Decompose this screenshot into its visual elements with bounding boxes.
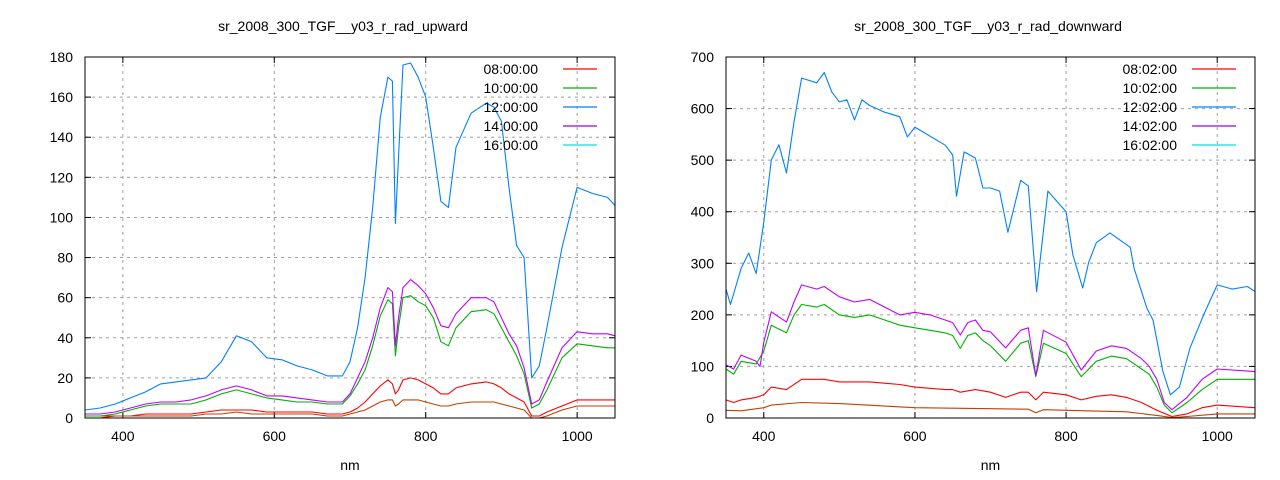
legend-label: 08:00:00 [484,61,539,77]
series-line-08-02-00 [725,378,1256,418]
y-tick-label: 600 [691,101,715,117]
series-line-10-00-00 [85,295,615,417]
legend-label: 16:00:00 [484,137,539,153]
y-tick-label: 100 [691,358,715,374]
y-tick-label: 20 [57,370,73,386]
y-tick-label: 0 [65,410,73,426]
legend-label: 10:02:00 [1123,80,1178,96]
series-line-14-02-00 [725,284,1256,411]
x-axis-label: nm [340,457,359,473]
y-tick-label: 400 [691,204,715,220]
chart-title: sr_2008_300_TGF__y03_r_rad_downward [854,18,1122,34]
y-tick-label: 120 [50,169,74,185]
legend-label: 10:00:00 [484,80,539,96]
x-tick-label: 400 [752,428,776,444]
downward-radiance-chart: 400 600 800 1000 0 100 200 300 400 500 600 700 08:02… [691,18,1256,473]
upward-radiance-chart: 400 600 800 1000 0 20 40 60 80 100 120 140 160 180 08:… [50,18,616,473]
x-tick-label: 1000 [562,428,593,444]
series-line-08-00-00 [85,377,615,417]
x-tick-label: 600 [263,428,287,444]
x-tick-label: 600 [903,428,927,444]
x-tick-label: 800 [414,428,438,444]
legend-label: 12:00:00 [484,99,539,115]
y-tick-label: 0 [706,410,714,426]
y-tick-label: 160 [50,89,74,105]
x-tick-label: 400 [111,428,135,444]
y-tick-label: 60 [57,290,73,306]
series-line-10-02-00 [725,303,1255,414]
series-line-12-00-00 [84,62,616,411]
y-tick-label: 40 [57,330,73,346]
y-tick-label: 700 [691,49,715,65]
plot-frame [725,56,1256,419]
x-tick-label: 800 [1054,428,1078,444]
legend-label: 14:02:00 [1123,118,1178,134]
y-tick-label: 500 [691,152,715,168]
y-tick-label: 100 [50,209,74,225]
legend-label: 12:02:00 [1123,99,1178,115]
legend-label: 16:02:00 [1123,137,1178,153]
legend-label: 08:02:00 [1123,61,1178,77]
y-tick-label: 200 [691,307,715,323]
y-tick-label: 300 [691,255,715,271]
series-line-12-02-00 [725,71,1256,396]
series-line-16-02-00 [725,401,1255,419]
x-tick-label: 1000 [1202,428,1233,444]
series-line-16-00-00 [85,399,615,419]
legend-label: 14:00:00 [484,118,539,134]
chart-title: sr_2008_300_TGF__y03_r_rad_upward [218,18,468,34]
plot-frame [84,56,616,419]
series-line-14-00-00 [85,279,616,415]
y-tick-label: 140 [50,129,74,145]
y-tick-label: 80 [57,250,73,266]
x-axis-label: nm [981,457,1000,473]
y-tick-label: 180 [50,49,74,65]
